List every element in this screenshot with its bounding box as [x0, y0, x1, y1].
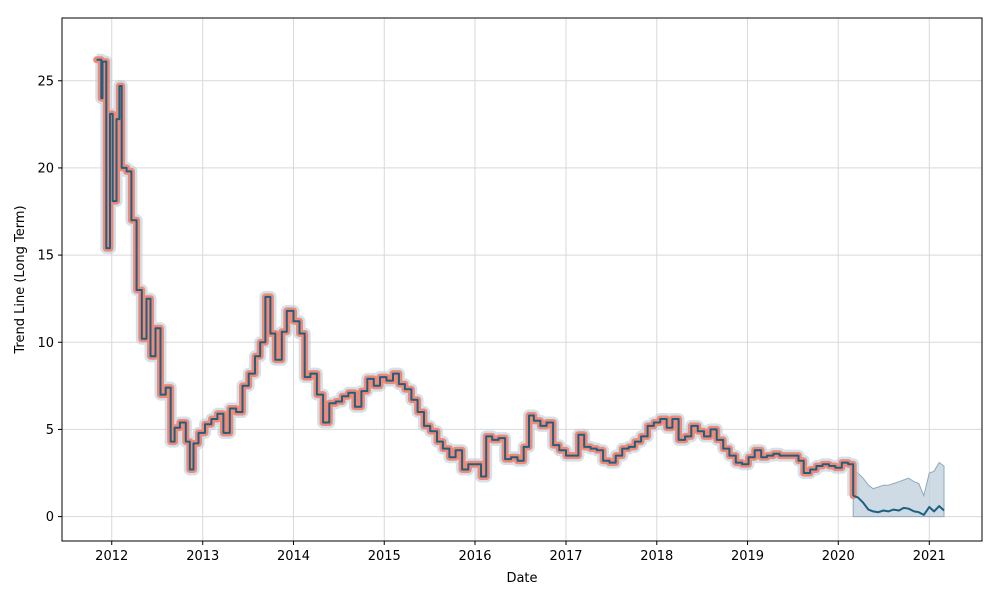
plot-frame	[61, 17, 983, 542]
x-tick-label: 2015	[368, 549, 401, 564]
x-tick-label: 2014	[277, 549, 310, 564]
x-tick-label: 2021	[913, 549, 946, 564]
x-tick-label: 2019	[731, 549, 764, 564]
y-tick-label: 20	[37, 161, 54, 176]
x-tick-label: 2016	[458, 549, 491, 564]
observed-trend-line	[96, 58, 855, 496]
y-axis-ticks: 0 5 10 15 20 25	[37, 74, 62, 525]
forecast-trend-line	[852, 494, 945, 516]
y-tick-label: 15	[37, 249, 54, 264]
x-tick-label: 2013	[186, 549, 219, 564]
x-tick-label: 2012	[95, 549, 128, 564]
y-tick-label: 5	[46, 423, 54, 438]
y-tick-label: 10	[37, 336, 54, 351]
x-tick-label: 2018	[640, 549, 673, 564]
forecast-uncertainty-area	[852, 461, 945, 518]
grid	[62, 18, 982, 541]
y-axis-label: Trend Line (Long Term)	[13, 205, 28, 354]
x-tick-label: 2020	[822, 549, 855, 564]
y-tick-label: 0	[46, 510, 54, 525]
series	[93, 53, 945, 516]
x-axis-ticks: 2012 2013 2014 2015 2016 2017 2018 2019 2020 2021	[95, 541, 946, 564]
x-axis-label: Date	[506, 571, 537, 586]
uncertainty-band	[852, 461, 945, 518]
x-tick-label: 2017	[549, 549, 582, 564]
y-tick-label: 25	[37, 74, 54, 89]
